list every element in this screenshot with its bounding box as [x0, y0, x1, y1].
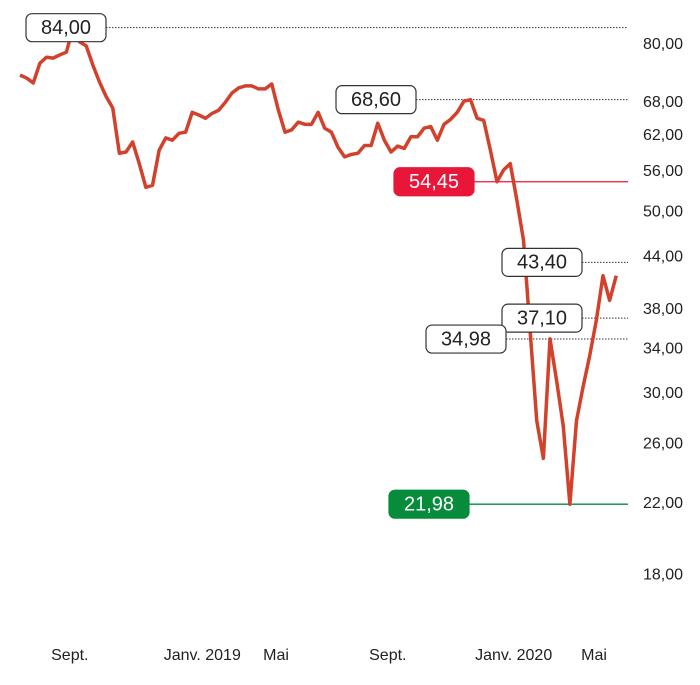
- y-tick-label: 50,00: [643, 203, 683, 220]
- level-label: 68,60: [351, 89, 401, 111]
- level-label: 84,00: [41, 17, 91, 39]
- y-tick-label: 62,00: [643, 127, 683, 144]
- y-tick-label: 38,00: [643, 301, 683, 318]
- level-label: 54,45: [409, 171, 459, 193]
- level-label: 43,40: [517, 252, 567, 274]
- level-box: [501, 247, 583, 277]
- level-label: 21,98: [404, 493, 454, 515]
- level-box: [425, 324, 507, 354]
- x-tick-label: Mai: [263, 647, 289, 664]
- y-tick-label: 18,00: [643, 566, 683, 583]
- level-box: [388, 489, 470, 519]
- y-tick-label: 26,00: [643, 436, 683, 453]
- x-tick-label: Sept.: [51, 647, 88, 664]
- y-tick-label: 44,00: [643, 249, 683, 266]
- level-label: 34,98: [441, 328, 491, 350]
- y-tick-label: 34,00: [643, 340, 683, 357]
- level-box: [25, 13, 107, 43]
- level-label: 37,10: [517, 307, 567, 329]
- x-tick-label: Janv. 2019: [164, 647, 241, 664]
- y-tick-label: 80,00: [643, 36, 683, 53]
- y-tick-label: 68,00: [643, 94, 683, 111]
- y-tick-label: 22,00: [643, 495, 683, 512]
- price-line: [19, 25, 618, 506]
- x-tick-label: Janv. 2020: [475, 647, 552, 664]
- level-box: [501, 303, 583, 333]
- x-tick-label: Sept.: [369, 647, 406, 664]
- level-box: [335, 85, 417, 115]
- x-tick-label: Mai: [581, 647, 607, 664]
- level-box: [393, 167, 475, 197]
- y-tick-label: 56,00: [643, 163, 683, 180]
- y-tick-label: 30,00: [643, 385, 683, 402]
